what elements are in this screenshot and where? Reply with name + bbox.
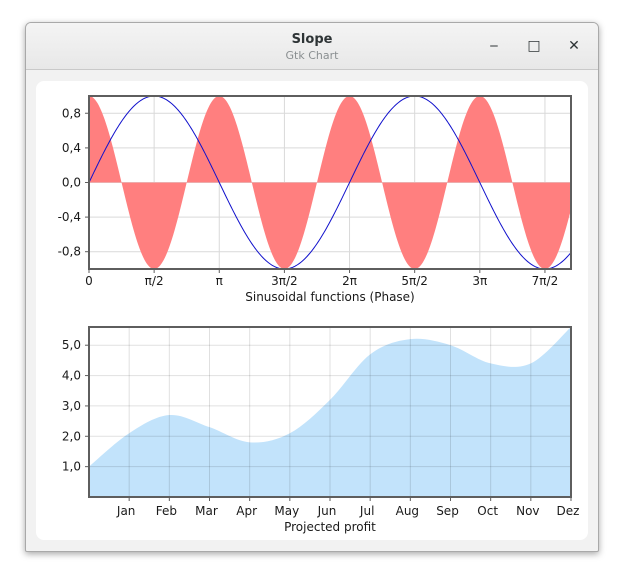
chart2-y-tick-label: 1,0 [62,460,81,474]
chart2-x-tick-label: Jul [359,504,374,518]
maximize-button[interactable]: □ [523,35,545,57]
charts-canvas: 0,8 0,4 0,0 -0,4 -0,8 0 π/2 π 3π/2 2π 5π/2 3π 7π/2 Si… [58,95,580,534]
title-bar[interactable]: Slope Gtk Chart ‒ □ ✕ [26,23,598,70]
chart2-x-tick-label: Oct [477,504,498,518]
chart2-series-profit-area [89,327,571,497]
close-button[interactable]: ✕ [563,35,585,57]
maximize-icon: □ [527,38,541,54]
chart2-y-tick-label: 4,0 [62,369,81,383]
chart2-x-tick-label: Mar [195,504,218,518]
chart1-x-tick-label: 3π [472,274,487,288]
chart2-x-tick-label: Jun [317,504,337,518]
chart1-x-tick-label: 7π/2 [532,274,559,288]
chart2-y-tick-label: 2,0 [62,429,81,443]
chart1-x-tick-label: π/2 [145,274,164,288]
window-subtitle: Gtk Chart [285,49,339,62]
minimize-button[interactable]: ‒ [483,35,505,57]
chart2-x-tick-label: Jan [116,504,135,518]
chart1-x-tick-label: 3π/2 [271,274,298,288]
chart2-x-tick-label: Dez [557,504,580,518]
chart1-x-tick-label: 5π/2 [401,274,428,288]
chart2-y-tick-label: 3,0 [62,399,81,413]
chart2-y-tick-label: 5,0 [62,338,81,352]
chart2-x-tick-label: Sep [436,504,459,518]
chart2-x-tick-label: Nov [516,504,539,518]
chart1-series-sin-line [88,95,572,270]
close-icon: ✕ [568,38,580,54]
chart1-series-cos2x-area [89,96,571,269]
chart1-y-tick-label: -0,4 [58,210,81,224]
chart1-y-tick-label: 0,8 [62,106,81,120]
chart1-x-tick-label: 0 [85,274,93,288]
chart1-x-tick-label: π [216,274,223,288]
chart1-y-tick-label: -0,8 [58,245,81,259]
app-window: Slope Gtk Chart ‒ □ ✕ 0,8 0,4 0,0 -0,4 -0,8 0… [25,22,599,552]
chart1-x-axis-label: Sinusoidal functions (Phase) [245,290,415,304]
chart2-x-tick-label: May [274,504,299,518]
chart2-x-axis-label: Projected profit [284,520,376,534]
chart-area: 0,8 0,4 0,0 -0,4 -0,8 0 π/2 π 3π/2 2π 5π/2 3π 7π/2 Si… [36,81,588,540]
chart1-x-tick-label: 2π [342,274,357,288]
chart2-x-tick-label: Apr [236,504,257,518]
minimize-icon: ‒ [489,38,499,54]
chart2-x-tick-label: Feb [156,504,177,518]
chart2-x-tick-label: Aug [396,504,419,518]
chart1-y-tick-label: 0,0 [62,176,81,190]
chart1-y-tick-label: 0,4 [62,141,81,155]
window-title: Slope [291,32,333,47]
